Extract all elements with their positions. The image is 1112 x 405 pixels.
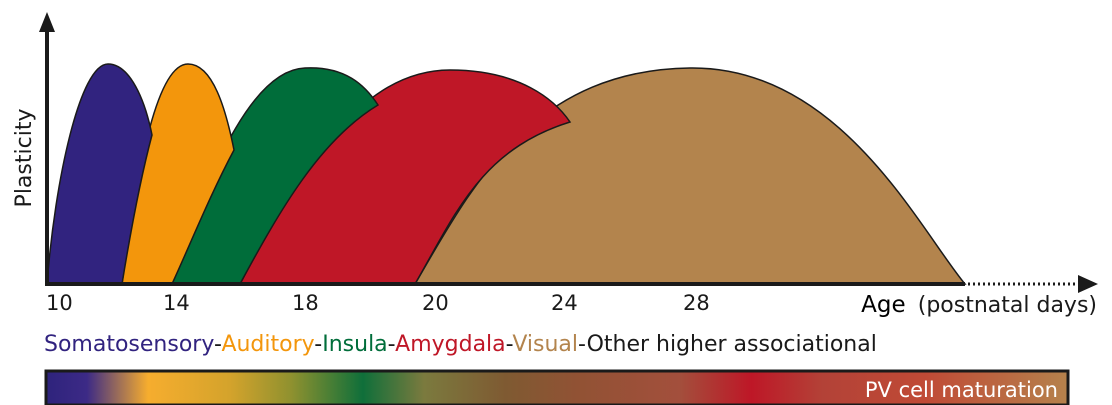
pv-maturation-label: PV cell maturation: [865, 378, 1058, 402]
separator: -: [578, 332, 587, 357]
region-other-higher-associational: Other higher associational: [587, 332, 877, 357]
tick-label-24: 24: [551, 291, 578, 315]
tick-label-10: 10: [46, 291, 73, 315]
x-axis-arrow-icon: [1078, 275, 1098, 293]
somatosensory-curve: [46, 63, 153, 285]
x-axis-label-main: Age: [861, 292, 905, 318]
separator: -: [506, 332, 513, 357]
tick-label-18: 18: [292, 291, 319, 315]
tick-label-14: 14: [163, 291, 190, 315]
tick-label-28: 28: [683, 291, 710, 315]
x-axis-label: Age (postnatal days): [861, 292, 1097, 318]
region-amygdala: Amygdala: [395, 332, 506, 357]
region-visual: Visual: [512, 332, 578, 357]
region-somatosensory: Somatosensory: [44, 332, 214, 357]
separator: -: [314, 332, 322, 357]
separator: -: [214, 332, 221, 357]
x-axis-label-sub: (postnatal days): [918, 293, 1097, 318]
y-axis-arrow-icon: [39, 12, 55, 32]
y-axis-label: Plasticity: [12, 109, 37, 208]
pv-maturation-gradient-bar: [44, 369, 1070, 405]
tick-label-20: 20: [422, 291, 449, 315]
region-auditory: Auditory: [221, 332, 314, 357]
region-sequence: Somatosensory-Auditory-Insula-Amygdala-V…: [44, 332, 877, 357]
region-insula: Insula: [322, 332, 387, 357]
separator: -: [388, 332, 395, 357]
